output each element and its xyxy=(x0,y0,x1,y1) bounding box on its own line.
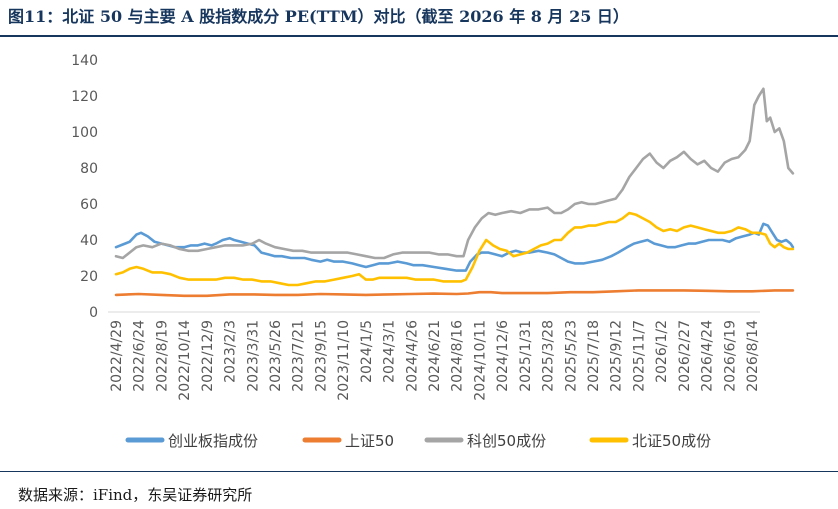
data-source-note: 数据来源：iFind，东吴证券研究所 xyxy=(18,486,253,504)
y-tick-label: 140 xyxy=(71,53,98,69)
y-tick-label: 100 xyxy=(71,125,98,141)
x-tick-label: 2026/6/19 xyxy=(722,320,738,392)
x-tick-label: 2026/1/2 xyxy=(654,320,670,383)
x-tick-label: 2023/5/26 xyxy=(268,320,284,392)
x-tick-label: 2024/6/21 xyxy=(427,320,443,392)
y-tick-label: 60 xyxy=(80,197,98,213)
series-line-1 xyxy=(114,289,795,298)
legend: 创业板指成份 上证50 科创50成份 北证50成份 xyxy=(125,432,711,450)
series-line-0 xyxy=(114,222,795,272)
legend-label: 北证50成份 xyxy=(632,432,711,450)
x-tick-label: 2024/12/6 xyxy=(495,320,511,392)
x-tick-label: 2025/5/23 xyxy=(563,320,579,392)
x-tick-label: 2024/8/16 xyxy=(450,320,466,392)
x-tick-label: 2026/4/24 xyxy=(700,320,716,392)
x-tick-label: 2026/8/14 xyxy=(745,320,761,392)
legend-label: 创业板指成份 xyxy=(168,432,258,450)
x-tick-label: 2024/4/26 xyxy=(404,320,420,392)
y-tick-label: 0 xyxy=(89,305,98,321)
x-axis: 2022/4/29 2022/6/24 2022/8/19 2022/10/14 202… xyxy=(109,320,761,401)
x-tick-label: 2025/7/18 xyxy=(586,320,602,392)
y-tick-label: 80 xyxy=(80,161,98,177)
x-tick-label: 2022/12/9 xyxy=(200,320,216,392)
x-tick-label: 2025/9/12 xyxy=(609,320,625,392)
x-tick-label: 2026/2/27 xyxy=(677,320,693,392)
x-tick-label: 2023/2/3 xyxy=(223,320,239,383)
legend-label: 科创50成份 xyxy=(467,432,546,450)
x-tick-label: 2023/11/10 xyxy=(336,320,352,401)
legend-label: 上证50 xyxy=(345,432,394,450)
figure-title: 图11：北证 50 与主要 A 股指数成分 PE(TTM）对比（截至 2026 … xyxy=(8,7,629,26)
x-tick-label: 2023/7/21 xyxy=(291,320,307,392)
y-tick-label: 40 xyxy=(80,233,98,249)
x-tick-label: 2022/6/24 xyxy=(132,320,148,392)
x-tick-label: 2024/10/11 xyxy=(472,320,488,401)
x-tick-label: 2022/8/19 xyxy=(154,320,170,392)
series-group xyxy=(114,87,795,298)
title-rule xyxy=(0,35,838,37)
series-line-3 xyxy=(114,211,795,287)
x-tick-label: 2023/3/31 xyxy=(245,320,261,392)
y-axis: 0 20 40 60 80 100 120 140 xyxy=(71,53,98,321)
y-tick-label: 120 xyxy=(71,89,98,105)
x-tick-label: 2022/4/29 xyxy=(109,320,125,392)
x-tick-label: 2023/9/15 xyxy=(313,320,329,392)
x-tick-label: 2025/3/28 xyxy=(541,320,557,392)
x-tick-label: 2024/1/5 xyxy=(359,320,375,383)
series-line-2 xyxy=(114,87,795,260)
y-tick-label: 20 xyxy=(80,269,98,285)
x-tick-label: 2025/11/7 xyxy=(631,320,647,392)
x-tick-label: 2024/3/1 xyxy=(382,320,398,383)
x-tick-label: 2022/10/14 xyxy=(177,320,193,401)
source-rule xyxy=(0,471,838,472)
x-tick-label: 2025/1/31 xyxy=(518,320,534,392)
